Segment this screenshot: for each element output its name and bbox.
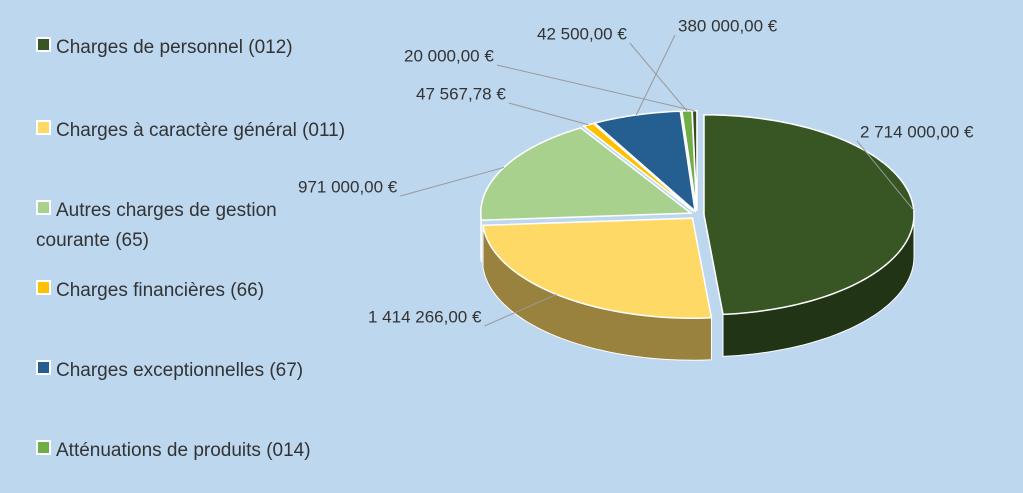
- data-label: 20 000,00 €: [404, 46, 494, 65]
- legend-item: Atténuations de produits (014): [36, 436, 346, 466]
- legend-swatch: [36, 37, 51, 52]
- data-label: 42 500,00 €: [537, 24, 627, 43]
- slice: [691, 110, 698, 211]
- legend-label: Charges à caractère général (011): [56, 120, 346, 141]
- legend-item: Autres charges de gestion courante (65): [36, 196, 346, 256]
- legend-swatch: [36, 360, 51, 375]
- legend-swatch: [36, 280, 51, 295]
- legend-label: Charges exceptionnelles (67): [56, 360, 304, 381]
- leader-line: [400, 166, 505, 197]
- legend-item: Charges exceptionnelles (67): [36, 356, 346, 386]
- legend-swatch: [36, 440, 51, 455]
- legend-item: Charges de personnel (012): [36, 33, 346, 63]
- legend-item: Charges à caractère général (011): [36, 116, 346, 146]
- legend-label: Charges financières (66): [56, 280, 265, 301]
- leader-line: [484, 293, 557, 327]
- legend-label: Charges de personnel (012): [56, 37, 293, 58]
- data-label: 1 414 266,00 €: [368, 307, 482, 326]
- leader-line: [496, 64, 695, 112]
- leader-line: [635, 34, 676, 116]
- legend-swatch: [36, 200, 51, 215]
- leader-line: [629, 42, 688, 112]
- leader-line: [856, 140, 915, 211]
- legend-item: Charges financières (66): [36, 276, 346, 306]
- slice: [581, 122, 694, 212]
- data-label: 380 000,00 €: [678, 16, 778, 35]
- data-label: 47 567,78 €: [416, 84, 506, 103]
- legend-label: Atténuations de produits (014): [56, 440, 311, 461]
- legend-swatch: [36, 120, 51, 135]
- slice: [480, 127, 693, 222]
- legend-label: Autres charges de gestion courante (65): [36, 200, 277, 251]
- data-label: 971 000,00 €: [298, 177, 398, 196]
- data-label: 2 714 000,00 €: [860, 122, 974, 141]
- leader-line: [508, 102, 589, 126]
